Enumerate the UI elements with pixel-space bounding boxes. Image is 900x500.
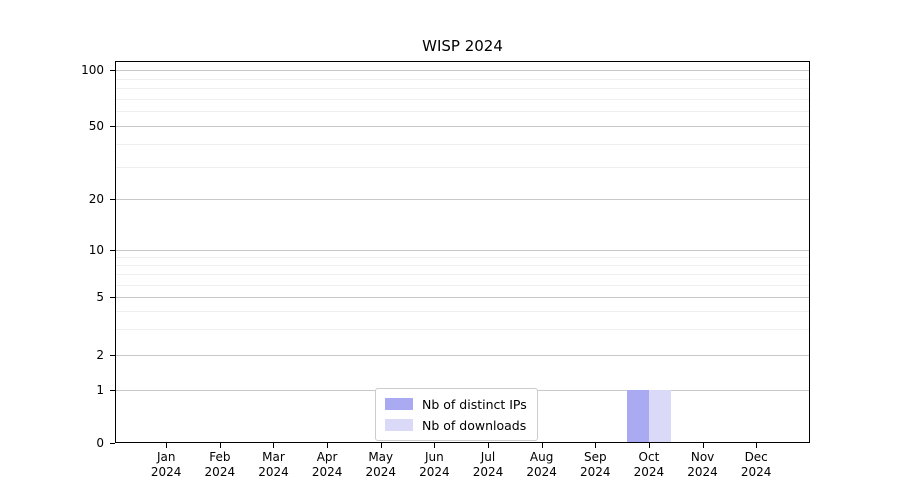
y-tick-label: 10 <box>88 243 104 257</box>
y-tick <box>110 126 115 127</box>
x-tick-year: 2024 <box>526 465 557 479</box>
y-tick <box>110 390 115 391</box>
y-tick-label: 20 <box>88 192 104 206</box>
legend-swatch-distinct-ips <box>385 398 413 410</box>
x-tick-month: Jul <box>480 450 496 464</box>
x-tick-label: Nov 2024 <box>663 450 743 480</box>
y-tick <box>110 199 115 200</box>
gridline-minor <box>116 98 809 100</box>
legend-item-distinct-ips: Nb of distinct IPs <box>385 396 527 412</box>
x-tick-month: May <box>368 450 394 464</box>
plot-area <box>115 61 810 443</box>
gridline-minor <box>116 329 809 331</box>
x-tick <box>434 443 436 448</box>
gridline-minor <box>116 88 809 90</box>
legend-label-downloads: Nb of downloads <box>422 417 527 433</box>
x-tick-month: Jun <box>425 450 444 464</box>
x-tick-label: Jan 2024 <box>126 450 206 480</box>
gridline-minor <box>116 284 809 286</box>
y-tick-label: 1 <box>96 383 104 397</box>
x-tick-year: 2024 <box>150 465 182 479</box>
x-tick <box>327 443 329 448</box>
x-tick-month: Apr <box>316 450 338 464</box>
legend-label-distinct-ips: Nb of distinct IPs <box>422 396 527 412</box>
y-tick-label: 50 <box>88 119 104 133</box>
x-tick-year: 2024 <box>204 465 236 479</box>
x-tick <box>541 443 543 448</box>
legend: Nb of distinct IPs Nb of downloads <box>375 388 538 441</box>
x-tick-month: Oct <box>638 450 660 464</box>
x-tick-label: Dec 2024 <box>716 450 796 480</box>
bar-downloads-oct <box>648 390 671 442</box>
gridline-minor <box>116 274 809 276</box>
y-tick <box>110 297 115 298</box>
gridline-minor <box>116 111 809 113</box>
x-tick-year: 2024 <box>419 465 450 479</box>
x-tick-label: Oct 2024 <box>609 450 689 480</box>
x-tick-year: 2024 <box>687 465 718 479</box>
gridline-major <box>116 126 809 127</box>
x-tick-month: Dec <box>744 450 768 464</box>
y-tick-label: 2 <box>96 348 104 362</box>
gridline-major <box>116 250 809 251</box>
x-tick-year: 2024 <box>258 465 289 479</box>
chart-title: WISP 2024 <box>422 37 503 55</box>
x-tick <box>702 443 704 448</box>
y-tick-label: 5 <box>96 290 104 304</box>
legend-item-downloads: Nb of downloads <box>385 417 527 433</box>
gridline-minor <box>116 78 809 80</box>
x-tick-month: Aug <box>529 450 554 464</box>
x-tick-month: Sep <box>583 450 607 464</box>
gridline-major <box>116 355 809 356</box>
x-tick-year: 2024 <box>740 465 772 479</box>
x-tick-label: Jul 2024 <box>448 450 528 480</box>
gridline-minor <box>116 311 809 313</box>
x-tick-label: Feb 2024 <box>180 450 260 480</box>
y-tick-label: 100 <box>81 63 104 77</box>
y-tick <box>110 250 115 251</box>
gridline-minor <box>116 257 809 259</box>
gridline-minor <box>116 265 809 267</box>
gridline-minor <box>116 143 809 145</box>
x-tick-year: 2024 <box>472 465 504 479</box>
x-tick-label: Apr 2024 <box>287 450 367 480</box>
x-tick-year: 2024 <box>311 465 343 479</box>
x-tick-label: Sep 2024 <box>555 450 635 480</box>
x-tick <box>166 443 168 448</box>
x-tick <box>380 443 382 448</box>
legend-swatch-downloads <box>385 419 413 431</box>
x-tick-month: Jan <box>156 450 176 464</box>
x-tick-month: Mar <box>262 450 285 464</box>
x-tick <box>756 443 758 448</box>
x-tick-label: Mar 2024 <box>233 450 313 480</box>
y-tick <box>110 355 115 356</box>
gridline-major <box>116 199 809 200</box>
x-tick <box>488 443 490 448</box>
x-tick-year: 2024 <box>365 465 396 479</box>
x-tick <box>273 443 275 448</box>
x-tick <box>219 443 221 448</box>
x-tick <box>648 443 650 448</box>
x-tick-year: 2024 <box>633 465 665 479</box>
gridline-major <box>116 70 809 71</box>
x-tick-month: Nov <box>690 450 715 464</box>
x-tick-label: May 2024 <box>341 450 421 480</box>
x-tick-label: Aug 2024 <box>502 450 582 480</box>
y-tick <box>110 443 115 444</box>
x-tick-month: Feb <box>209 450 231 464</box>
x-tick-label: Jun 2024 <box>394 450 474 480</box>
y-tick <box>110 70 115 71</box>
y-tick-label: 0 <box>96 436 104 450</box>
bar-distinct-ips-oct <box>626 390 649 442</box>
gridline-major <box>116 297 809 298</box>
gridline-minor <box>116 166 809 168</box>
x-tick-year: 2024 <box>580 465 611 479</box>
x-tick <box>595 443 597 448</box>
